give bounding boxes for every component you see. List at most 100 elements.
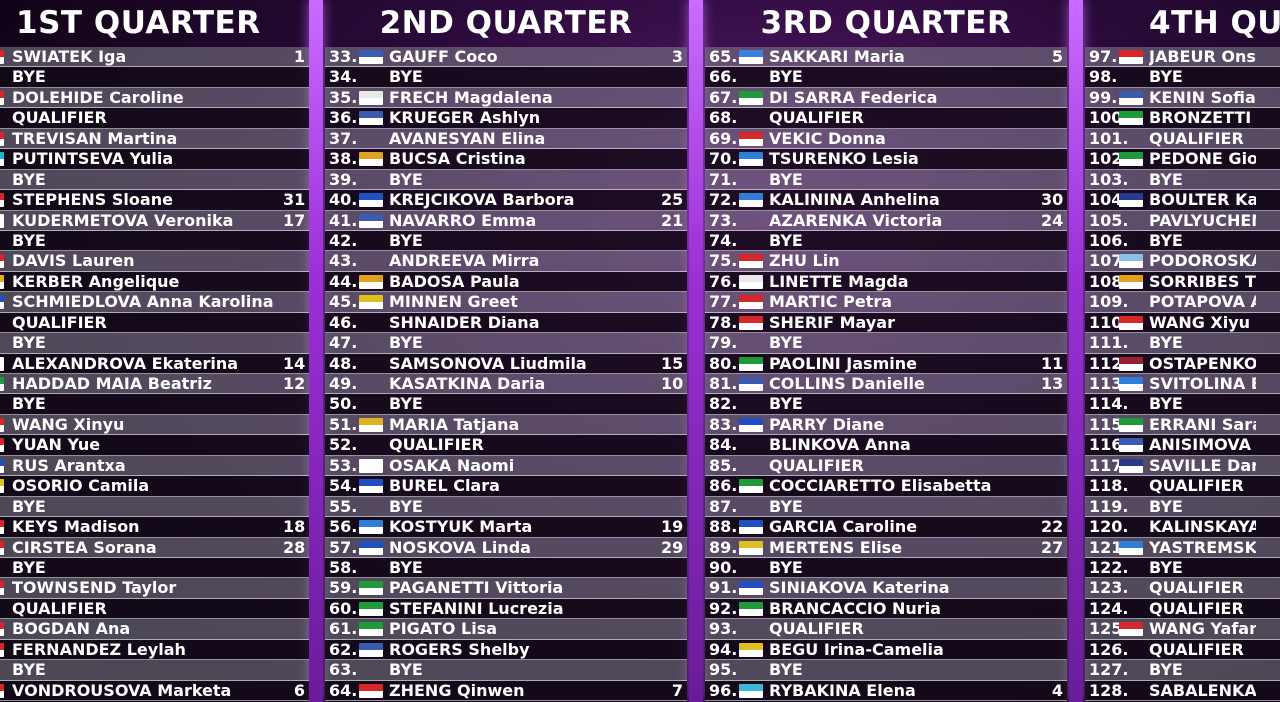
draw-row: 81. COLLINS Danielle 13	[705, 374, 1067, 395]
draw-row: CIRSTEA Sorana 28	[0, 537, 309, 558]
draw-row: 86. COCCIARETTO Elisabetta	[705, 476, 1067, 497]
draw-placeholder-label: QUALIFIER	[769, 455, 864, 475]
draw-placeholder-label: BYE	[12, 496, 46, 516]
country-flag-icon	[1119, 438, 1143, 453]
draw-position-number: 66.	[709, 67, 738, 87]
draw-position-number: 74.	[709, 230, 738, 250]
seed-number: 29	[661, 537, 684, 557]
seed-number: 24	[1041, 210, 1064, 230]
player-name: FERNANDEZ Leylah	[12, 639, 186, 659]
draw-row: 125. WANG Yafan	[1085, 619, 1280, 640]
draw-position-number: 101.	[1089, 128, 1129, 148]
draw-position-number: 104.	[1089, 190, 1129, 210]
quarter-4-title: 4TH QUA	[1149, 5, 1280, 41]
player-name: OSAKA Naomi	[389, 455, 515, 475]
player-name: SAKKARI Maria	[769, 47, 905, 66]
draw-position-number: 54.	[329, 476, 358, 496]
draw-row: 121. YASTREMSKA	[1085, 537, 1280, 558]
draw-position-number: 50.	[329, 394, 358, 414]
draw-row: 42. BYE	[325, 230, 687, 252]
country-flag-icon	[0, 274, 4, 289]
draw-position-number: 126.	[1089, 639, 1129, 659]
draw-row: WANG Xinyu	[0, 414, 309, 436]
quarter-3-draw-list: 65. SAKKARI Maria 5 66. BYE 67. DI SARRA Feder…	[705, 47, 1067, 701]
draw-position-number: 118.	[1089, 476, 1129, 496]
country-flag-icon	[739, 417, 763, 432]
draw-row: 43. ANDREEVA Mirra	[325, 251, 687, 272]
draw-row: 69. VEKIC Donna	[705, 128, 1067, 150]
draw-placeholder-label: BYE	[12, 557, 46, 577]
draw-row: 100. BRONZETTI Luc	[1085, 108, 1280, 129]
seed-number: 15	[661, 353, 684, 373]
draw-row: 97. JABEUR Ons	[1085, 47, 1280, 68]
seed-number: 7	[671, 680, 683, 700]
draw-position-number: 41.	[329, 210, 358, 230]
draw-position-number: 92.	[709, 598, 738, 618]
player-name: BEGU Irina-Camelia	[769, 639, 944, 659]
draw-row: SWIATEK Iga 1	[0, 47, 309, 68]
seed-number: 14	[283, 353, 306, 373]
draw-row: ALEXANDROVA Ekaterina 14	[0, 353, 309, 374]
draw-row: HADDAD MAIA Beatriz 12	[0, 374, 309, 395]
country-flag-icon	[739, 520, 763, 535]
draw-row: 68. QUALIFIER	[705, 108, 1067, 129]
draw-row: BYE	[0, 67, 309, 88]
draw-position-number: 48.	[329, 353, 358, 373]
player-name: POTAPOVA Ana	[1149, 292, 1256, 312]
player-name: MARTIC Petra	[769, 292, 892, 312]
draw-position-number: 67.	[709, 87, 738, 107]
player-name: DOLEHIDE Caroline	[12, 87, 184, 107]
draw-placeholder-label: BYE	[769, 496, 803, 516]
draw-placeholder-label: BYE	[12, 169, 46, 189]
draw-placeholder-label: BYE	[769, 67, 803, 87]
draw-placeholder-label: BYE	[769, 169, 803, 189]
country-flag-icon	[1119, 356, 1143, 371]
draw-placeholder-label: QUALIFIER	[1149, 476, 1244, 496]
draw-row: 55. BYE	[325, 496, 687, 518]
draw-position-number: 97.	[1089, 47, 1118, 66]
draw-row: 106. BYE	[1085, 230, 1280, 252]
draw-row: BYE	[0, 496, 309, 518]
draw-row: 56. KOSTYUK Marta 19	[325, 517, 687, 538]
draw-row: 76. LINETTE Magda	[705, 271, 1067, 293]
draw-position-number: 94.	[709, 639, 738, 659]
draw-row: 114. BYE	[1085, 394, 1280, 415]
draw-row: 50. BYE	[325, 394, 687, 415]
draw-row: 96. RYBAKINA Elena 4	[705, 680, 1067, 701]
draw-position-number: 77.	[709, 292, 738, 312]
draw-position-number: 106.	[1089, 230, 1129, 250]
draw-row: 95. BYE	[705, 660, 1067, 681]
player-name: SWIATEK Iga	[12, 47, 127, 66]
draw-position-number: 45.	[329, 292, 358, 312]
draw-row: 89. MERTENS Elise 27	[705, 537, 1067, 558]
quarter-1-panel: 1ST QUARTER SWIATEK Iga 1 BYE DOLEHIDE Caro…	[0, 0, 309, 702]
draw-placeholder-label: QUALIFIER	[1149, 578, 1244, 598]
player-name: SINIAKOVA Katerina	[769, 578, 950, 598]
draw-row: 36. KRUEGER Ashlyn	[325, 108, 687, 129]
draw-row: SCHMIEDLOVA Anna Karolina	[0, 292, 309, 313]
country-flag-icon	[0, 254, 4, 269]
draw-position-number: 57.	[329, 537, 358, 557]
draw-placeholder-label: BYE	[1149, 394, 1183, 414]
draw-row: 93. QUALIFIER	[705, 619, 1067, 640]
player-name: BADOSA Paula	[389, 271, 520, 291]
draw-row: 88. GARCIA Caroline 22	[705, 517, 1067, 538]
player-name: MERTENS Elise	[769, 537, 903, 557]
draw-position-number: 36.	[329, 108, 358, 128]
draw-row: 38. BUCSA Cristina	[325, 149, 687, 170]
draw-position-number: 124.	[1089, 598, 1129, 618]
draw-row: 104. BOULTER Katie	[1085, 190, 1280, 211]
draw-position-number: 68.	[709, 108, 738, 128]
draw-row: 85. QUALIFIER	[705, 455, 1067, 477]
draw-row: 80. PAOLINI Jasmine 11	[705, 353, 1067, 374]
draw-position-number: 73.	[709, 210, 738, 230]
quarter-1-title: 1ST QUARTER	[16, 5, 261, 41]
country-flag-icon	[359, 213, 383, 228]
country-flag-icon	[359, 417, 383, 432]
country-flag-icon	[739, 193, 763, 208]
draw-position-number: 65.	[709, 47, 738, 66]
player-name: COCCIARETTO Elisabetta	[769, 476, 992, 496]
country-flag-icon	[1119, 417, 1143, 432]
seed-number: 28	[283, 537, 306, 557]
country-flag-icon	[0, 642, 4, 657]
